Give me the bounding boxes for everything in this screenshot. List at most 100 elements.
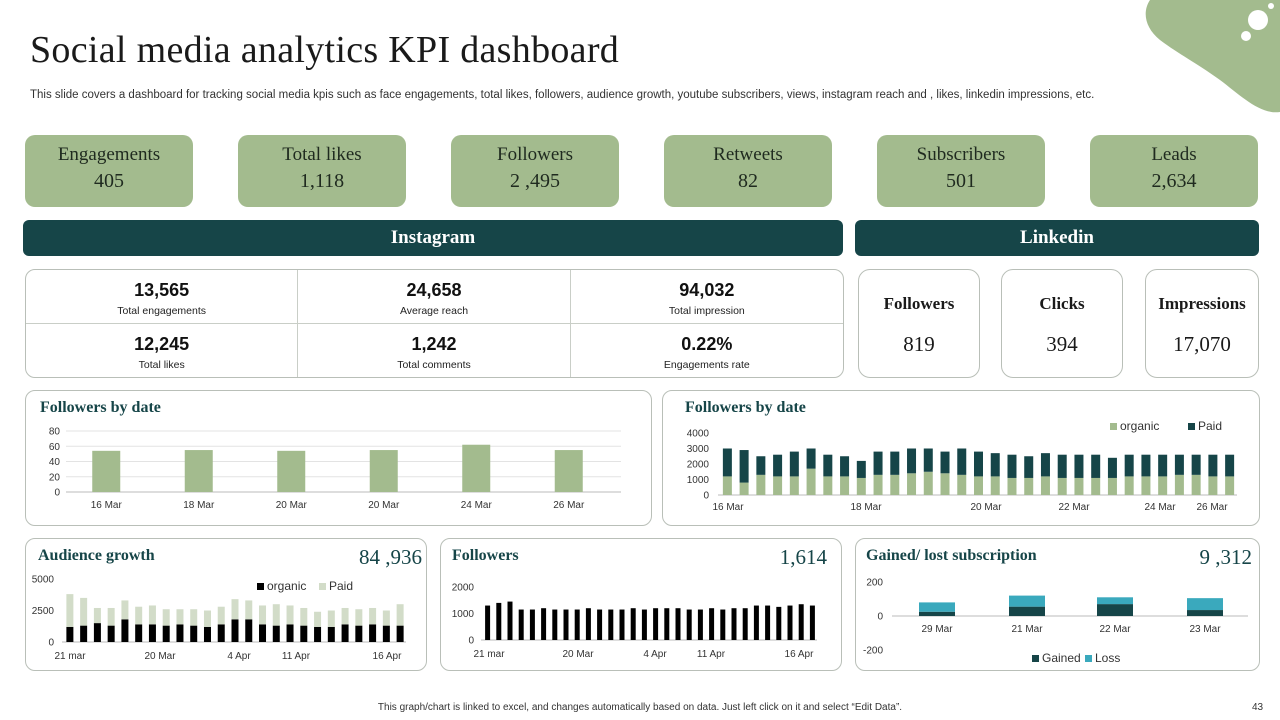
bar bbox=[574, 609, 580, 640]
followers-by-date-panel-1: Followers by date 0 20 40 60 80 16 Mar 18 Mar 2… bbox=[25, 390, 652, 526]
bar-organic bbox=[396, 625, 404, 642]
bar-paid bbox=[1074, 454, 1084, 478]
legend-swatch bbox=[1085, 655, 1092, 662]
bar-paid bbox=[369, 607, 377, 625]
panel-value: 9 ,312 bbox=[1199, 545, 1253, 569]
bar-paid bbox=[327, 610, 335, 627]
y-tick-label: 2500 bbox=[32, 606, 55, 617]
x-tick-label: 22 Mar bbox=[1058, 502, 1090, 513]
bar-organic bbox=[773, 476, 783, 495]
stat-label: Total likes bbox=[138, 358, 185, 371]
bar-loss bbox=[1097, 597, 1133, 605]
x-tick-label: 20 Mar bbox=[562, 649, 594, 660]
bar bbox=[641, 609, 647, 640]
card-value: 17,070 bbox=[1173, 332, 1231, 356]
bar-paid bbox=[245, 600, 253, 620]
bar-paid bbox=[341, 607, 349, 625]
bar-paid bbox=[739, 450, 749, 483]
y-tick-label: 0 bbox=[877, 612, 883, 623]
chart-ag: 0 2500 5000 21 mar 20 Mar 4 Apr 11 Apr 16 Apr or… bbox=[32, 575, 406, 662]
kpi-label: Followers bbox=[497, 144, 573, 165]
bar bbox=[277, 450, 306, 492]
bar-paid bbox=[1007, 454, 1017, 478]
bar bbox=[529, 609, 535, 640]
bar-paid bbox=[1107, 457, 1117, 478]
chart-fol: 0 1000 2000 21 mar 20 Mar 4 Apr 11 Apr 16 Apr bbox=[452, 583, 817, 660]
legend-swatch bbox=[1188, 423, 1195, 430]
stat-value: 13,565 bbox=[134, 280, 190, 300]
linkedin-header: Linkedin bbox=[855, 220, 1259, 256]
bar-organic bbox=[1174, 474, 1184, 495]
panel-title: Followers by date bbox=[40, 399, 161, 416]
stat-label: Total comments bbox=[397, 358, 471, 371]
bar-organic bbox=[93, 623, 101, 642]
bar-organic bbox=[314, 626, 322, 642]
bar-organic bbox=[355, 625, 363, 642]
page-title: Social media analytics KPI dashboard bbox=[30, 29, 620, 71]
bar bbox=[518, 609, 524, 640]
x-tick-label: 26 Mar bbox=[1196, 502, 1228, 513]
bar-organic bbox=[286, 624, 294, 642]
gained-lost-panel: Gained/ lost subscription 9 ,312 -200 0 20… bbox=[855, 538, 1260, 671]
bar bbox=[507, 601, 513, 640]
kpi-value: 2 ,495 bbox=[510, 170, 560, 192]
kpi-label: Subscribers bbox=[916, 144, 1006, 165]
kpi-label: Engagements bbox=[57, 144, 161, 165]
bar-paid bbox=[1225, 454, 1235, 477]
y-tick-label: 200 bbox=[866, 578, 883, 589]
kpi-value: 405 bbox=[94, 170, 124, 192]
y-tick-label: 2000 bbox=[687, 460, 710, 471]
bar-organic bbox=[856, 477, 866, 495]
bar-organic bbox=[1040, 476, 1050, 495]
bar-organic bbox=[80, 625, 88, 642]
x-tick-label: 24 Mar bbox=[461, 500, 493, 511]
bar-paid bbox=[162, 609, 170, 626]
x-tick-label: 18 Mar bbox=[183, 500, 215, 511]
bar-paid bbox=[259, 605, 267, 625]
bar-organic bbox=[148, 624, 156, 642]
bar-paid bbox=[190, 609, 198, 626]
bar-paid bbox=[1040, 453, 1050, 477]
bar-organic bbox=[217, 624, 225, 642]
legend-label: Paid bbox=[1198, 419, 1222, 433]
bar-paid bbox=[231, 599, 239, 620]
bar-paid bbox=[382, 610, 390, 626]
bar bbox=[686, 609, 692, 640]
bar-organic bbox=[1158, 476, 1168, 495]
bar bbox=[552, 609, 558, 640]
bar-organic bbox=[873, 474, 883, 495]
bar-paid bbox=[135, 606, 143, 625]
bar-paid bbox=[773, 454, 783, 477]
y-tick-label: 0 bbox=[54, 488, 60, 499]
bar bbox=[709, 608, 715, 640]
insta-total-comments: 1,242 Total comments bbox=[298, 323, 571, 377]
x-tick-label: 18 Mar bbox=[850, 502, 882, 513]
x-tick-label: 11 Apr bbox=[697, 649, 726, 660]
bar-organic bbox=[907, 473, 917, 495]
panel-title: Followers by date bbox=[685, 399, 806, 416]
followers-panel: Followers 1,614 0 1000 2000 21 mar 20 Mar 4 A… bbox=[440, 538, 842, 671]
bar bbox=[485, 605, 491, 640]
legend-swatch bbox=[319, 583, 326, 590]
x-tick-label: 23 Mar bbox=[1189, 624, 1221, 635]
insta-total-impression: 94,032 Total impression bbox=[570, 270, 843, 324]
bar bbox=[619, 609, 625, 640]
bar-organic bbox=[806, 468, 816, 495]
bar-organic bbox=[245, 619, 253, 642]
y-tick-label: 3000 bbox=[687, 444, 710, 455]
bar-organic bbox=[1007, 477, 1017, 495]
bar-paid bbox=[1174, 454, 1184, 475]
bar-paid bbox=[823, 454, 833, 477]
bar-paid bbox=[396, 604, 404, 626]
bar-paid bbox=[1124, 454, 1134, 477]
bar bbox=[753, 605, 759, 640]
bar bbox=[731, 608, 737, 640]
kpi-value: 82 bbox=[738, 170, 758, 192]
bar-paid bbox=[314, 611, 322, 627]
x-tick-label: 4 Apr bbox=[643, 649, 667, 660]
footer-note: This graph/chart is linked to excel, and… bbox=[377, 702, 903, 713]
bar bbox=[664, 608, 670, 640]
legend-swatch bbox=[1032, 655, 1039, 662]
insta-total-engagements: 13,565 Total engagements bbox=[26, 270, 299, 324]
kpi-value: 1,118 bbox=[299, 170, 345, 192]
